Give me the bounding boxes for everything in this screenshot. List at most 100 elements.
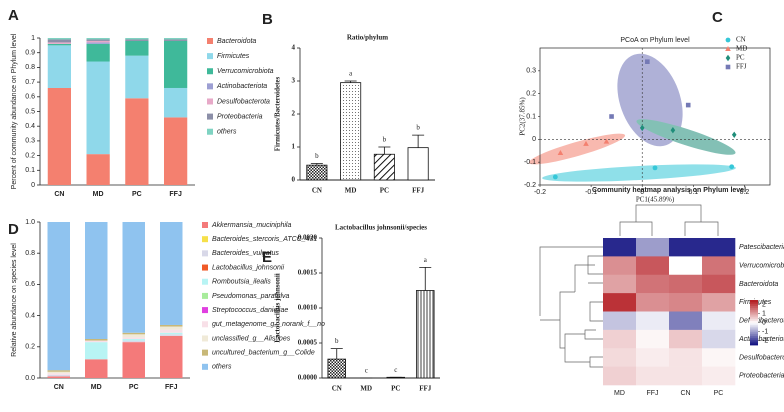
bar-segment xyxy=(164,38,188,40)
bar-segment xyxy=(160,324,183,327)
y-tick-label: 2 xyxy=(292,110,296,118)
row-dendrogram xyxy=(539,246,603,368)
bar-segment xyxy=(85,339,108,341)
significance-letter: a xyxy=(349,70,353,78)
row-label: Deferribacterota xyxy=(739,318,784,325)
significance-letter: b xyxy=(335,337,339,345)
heatmap-cell xyxy=(702,293,736,312)
significance-letter: b xyxy=(416,124,420,132)
x-tick-label: FFJ xyxy=(412,187,425,195)
bar-segment xyxy=(47,376,70,378)
point xyxy=(670,127,676,134)
heatmap-cell xyxy=(702,256,736,276)
bar-segment xyxy=(47,42,71,44)
colorbar-step xyxy=(750,307,758,310)
legend-swatch xyxy=(202,236,208,243)
y-tick-label: 0.6 xyxy=(25,94,35,101)
chart-title: Ratio/phylum xyxy=(347,34,388,42)
chart-title: PCoA on Phylum level xyxy=(620,37,690,44)
bar-segment xyxy=(122,332,145,335)
point xyxy=(583,140,589,146)
y-tick-label: 0 xyxy=(532,136,536,143)
y-tick-label: 0 xyxy=(292,176,296,184)
colorbar-label: -2 xyxy=(762,337,768,344)
legend-swatch xyxy=(202,292,208,299)
heatmap-cell xyxy=(636,366,670,386)
x-tick-label: 0.1 xyxy=(688,189,698,196)
bar-segment xyxy=(86,154,110,185)
bar xyxy=(306,164,328,181)
heatmap-cell xyxy=(636,311,670,331)
legend-label: PC xyxy=(736,54,745,62)
bar-segment xyxy=(160,222,183,325)
point xyxy=(652,165,658,171)
y-tick-label: 0.4 xyxy=(25,312,35,319)
legend-swatch xyxy=(207,83,213,90)
heatmap-cell xyxy=(702,274,736,294)
legend-label: CN xyxy=(736,36,746,44)
x-tick-label: MD xyxy=(93,191,104,198)
y-tick-label: 0.0010 xyxy=(298,304,318,312)
y-tick-label: 1 xyxy=(31,35,35,42)
y-axis-label: Percent of community abundance on Phylum… xyxy=(11,33,18,189)
point xyxy=(603,138,610,144)
bar-segment xyxy=(164,87,188,118)
colorbar-label: 1 xyxy=(762,310,766,317)
bar-segment xyxy=(86,38,110,40)
legend-label: Proteobacteria xyxy=(217,113,263,120)
bar-segment xyxy=(86,42,110,44)
bar-segment xyxy=(86,43,110,62)
heatmap-cell xyxy=(636,348,670,367)
heatmap-cell xyxy=(603,274,637,294)
heatmap-cell xyxy=(636,274,670,294)
bar-segment xyxy=(47,222,70,371)
row-label: Actinobacteriota xyxy=(738,336,784,343)
x-tick-label: CN xyxy=(312,187,322,195)
row-label: Bacteroidota xyxy=(739,281,778,288)
bar-segment xyxy=(164,40,188,88)
y-axis-label: Lactobacillus johnsonii xyxy=(274,273,282,342)
heatmap-cell xyxy=(702,348,736,367)
y-tick-label: 1 xyxy=(292,143,296,151)
legend-swatch xyxy=(202,363,208,370)
heatmap-cell xyxy=(669,348,703,367)
y-tick-label: 0.0005 xyxy=(298,339,318,347)
colorbar-step xyxy=(750,335,758,338)
significance-letter: c xyxy=(394,366,397,374)
bar-segment xyxy=(86,39,110,41)
x-tick-label: FFJ xyxy=(165,384,178,391)
ellipse xyxy=(528,133,626,165)
y-axis-label: Relative abundance on species level xyxy=(11,243,18,357)
significance-letter: b xyxy=(315,152,319,160)
heatmap-cell xyxy=(636,256,670,276)
legend-marker xyxy=(725,37,731,43)
heatmap-cell xyxy=(603,238,637,257)
colorbar-step xyxy=(750,326,758,329)
legend-label: gut_metagenome_g__norank_f__no xyxy=(212,321,325,328)
bar-segment xyxy=(160,332,183,335)
bar xyxy=(340,82,362,181)
colorbar-step xyxy=(750,341,758,344)
legend-label: unclassified_g__Alistipes xyxy=(212,335,291,342)
legend-label: Romboutsia_ilealis xyxy=(212,279,271,286)
colorbar-step xyxy=(750,316,758,320)
y-tick-label: 4 xyxy=(292,44,296,52)
bar-segment xyxy=(47,43,71,46)
y-tick-label: 0.0015 xyxy=(298,269,318,277)
bar-segment xyxy=(125,40,149,56)
colorbar-step xyxy=(750,303,758,307)
legend-label: Akkermansia_muciniphila xyxy=(211,222,291,229)
x-tick-label: FFJ xyxy=(419,385,432,393)
column-label: FFJ xyxy=(646,390,658,397)
heatmap-cell xyxy=(636,238,670,257)
y-tick-label: 0.0 xyxy=(25,375,35,382)
colorbar-step xyxy=(750,311,758,314)
colorbar-step xyxy=(750,309,758,312)
x-axis-label: PC1(45.89%) xyxy=(636,196,675,204)
bar-segment xyxy=(47,370,70,372)
y-tick-label: 0.1 xyxy=(526,113,536,120)
bar-segment xyxy=(125,55,149,99)
legend-swatch xyxy=(202,349,208,356)
point xyxy=(639,124,645,132)
legend-label: others xyxy=(212,364,232,371)
